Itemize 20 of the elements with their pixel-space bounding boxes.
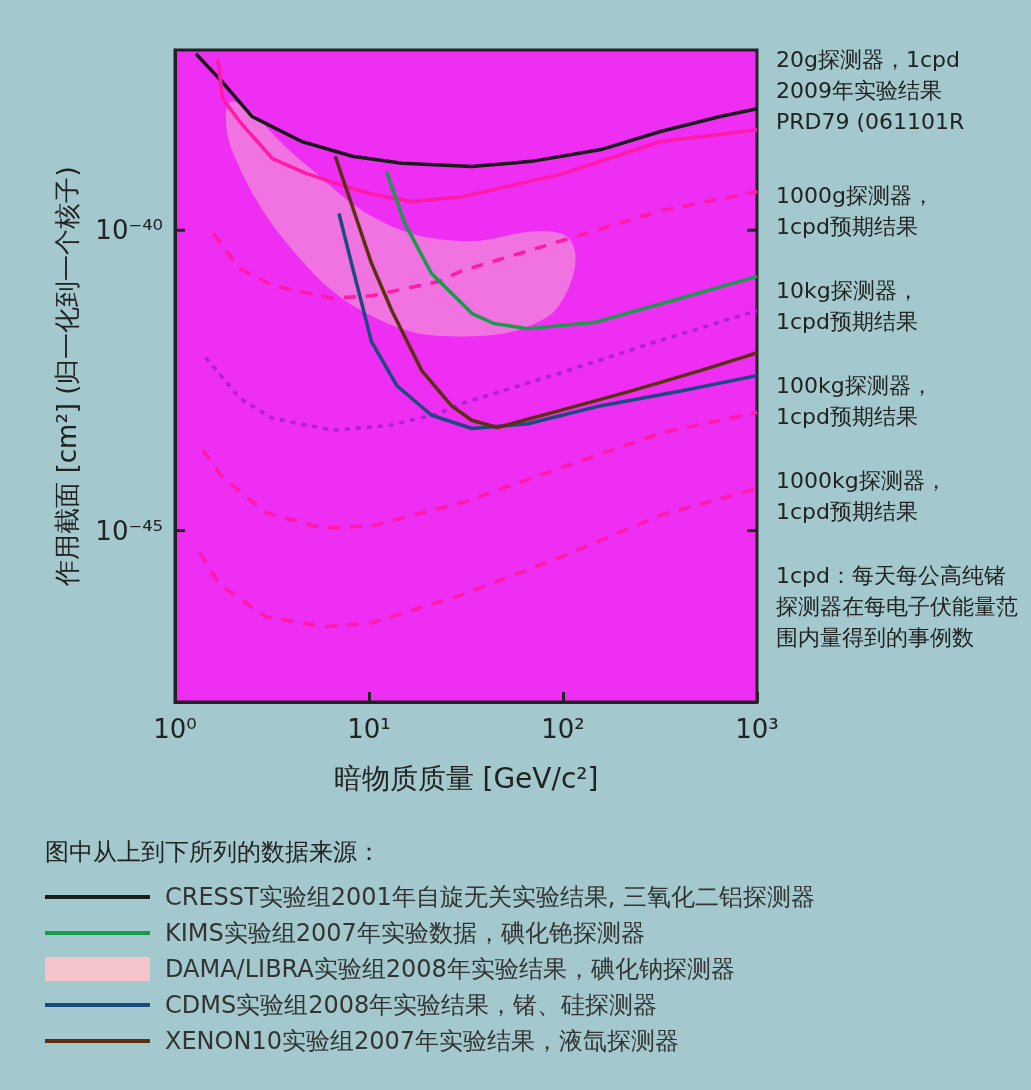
x-tick-label: 10³ (735, 714, 779, 744)
x-tick-label: 10² (541, 714, 585, 744)
text: 20g探测器，1cpd 2009年实验结果 PRD79 (061101R (776, 47, 965, 134)
y-tick-label: 10⁻⁴⁰ (95, 215, 163, 246)
legend-label: CRESST实验组2001年自旋无关实验结果, 三氧化二铝探测器 (165, 883, 816, 911)
x-tick-label: 10¹ (347, 714, 391, 744)
y-axis-title: 作用截面 [cm²] (归一化到一个核子) (52, 166, 82, 587)
text: 10kg探测器， 1cpd预期结果 (776, 278, 919, 334)
legend-label: DAMA/LIBRA实验组2008年实验结果，碘化钠探测器 (165, 955, 735, 983)
legend-label: CDMS实验组2008年实验结果，锗、硅探测器 (165, 991, 658, 1019)
y-tick-label: 10⁻⁴⁵ (95, 515, 163, 546)
legend-title: 图中从上到下所列的数据来源： (45, 838, 381, 866)
text: 1000g探测器， 1cpd预期结果 (776, 183, 934, 239)
text: 1cpd：每天每公高纯锗探测器在每电子伏能量范围内量得到的事例数 (776, 563, 1018, 650)
x-tick-label: 10⁰ (153, 714, 197, 744)
text: 1000kg探测器， 1cpd预期结果 (776, 468, 947, 524)
x-axis-title: 暗物质质量 [GeV/c²] (333, 761, 599, 795)
legend-label: KIMS实验组2007年实验数据，碘化铯探测器 (165, 919, 645, 947)
text: 100kg探测器， 1cpd预期结果 (776, 373, 933, 429)
legend-label: XENON10实验组2007年实验结果，液氙探测器 (165, 1027, 680, 1055)
